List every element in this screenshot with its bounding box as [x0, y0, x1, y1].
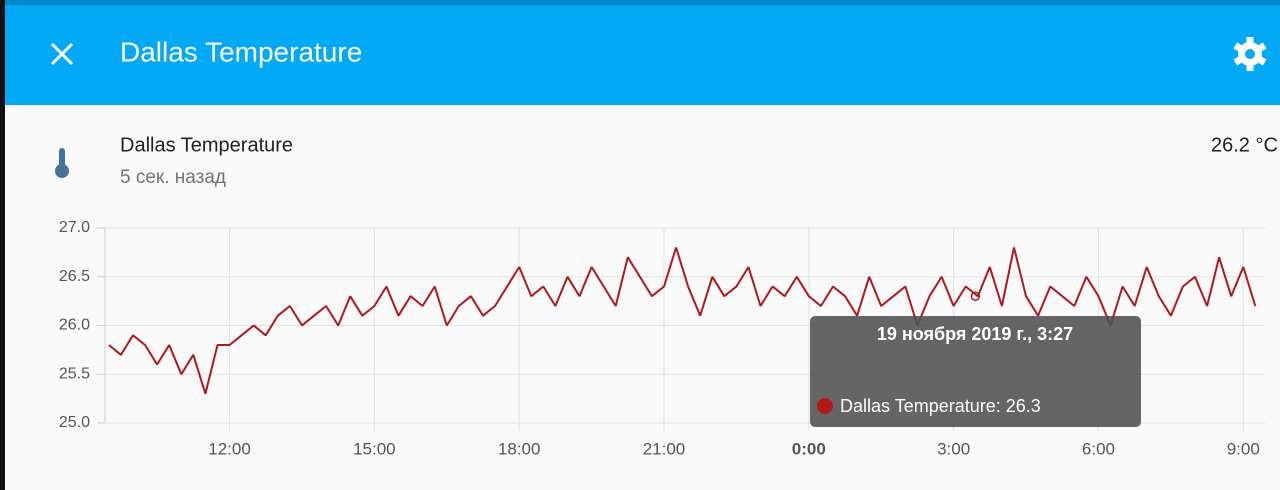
x-tick-label: 12:00 [208, 439, 251, 458]
tooltip [810, 316, 1141, 427]
close-button[interactable] [50, 42, 74, 66]
x-tick-label: 21:00 [643, 439, 686, 458]
tooltip-swatch [817, 398, 833, 414]
x-tick-label: 3:00 [937, 439, 970, 458]
toolbar-title: Dallas Temperature [120, 36, 362, 67]
x-tick-label: 18:00 [498, 439, 541, 458]
settings-button[interactable] [1233, 37, 1267, 71]
y-tick-label: 27.0 [59, 219, 90, 236]
y-tick-label: 26.5 [59, 268, 90, 285]
x-tick-label: 15:00 [353, 439, 396, 458]
chart: 25.0 25.5 26.0 26.5 27.0 12:00 15:00 18:00 21:00… [59, 219, 1265, 458]
toolbar [0, 0, 1280, 105]
left-edge [0, 0, 5, 490]
y-tick-label: 25.0 [59, 414, 90, 431]
y-tick-label: 25.5 [59, 365, 90, 382]
close-icon[interactable] [50, 42, 74, 66]
x-tick-label: 9:00 [1227, 439, 1260, 458]
data-line [108, 247, 1257, 394]
last-changed: 5 сек. назад [120, 167, 226, 188]
top-edge [0, 0, 1280, 5]
y-tick-label: 26.0 [59, 317, 90, 334]
gear-hole[interactable] [1245, 49, 1255, 59]
hover-point [970, 291, 981, 301]
thermometer-stem [59, 148, 65, 168]
x-tick-label: 6:00 [1082, 439, 1115, 458]
entity-state: 26.2 °C [1211, 134, 1278, 156]
tooltip-title: 19 ноября 2019 г., 3:27 [877, 324, 1073, 344]
thermometer-bulb [55, 164, 69, 178]
x-tick-label: 0:00 [792, 439, 826, 458]
thermometer-icon [55, 148, 69, 178]
tooltip-label: Dallas Temperature: 26.3 [840, 396, 1041, 416]
entity-name: Dallas Temperature [120, 134, 293, 156]
